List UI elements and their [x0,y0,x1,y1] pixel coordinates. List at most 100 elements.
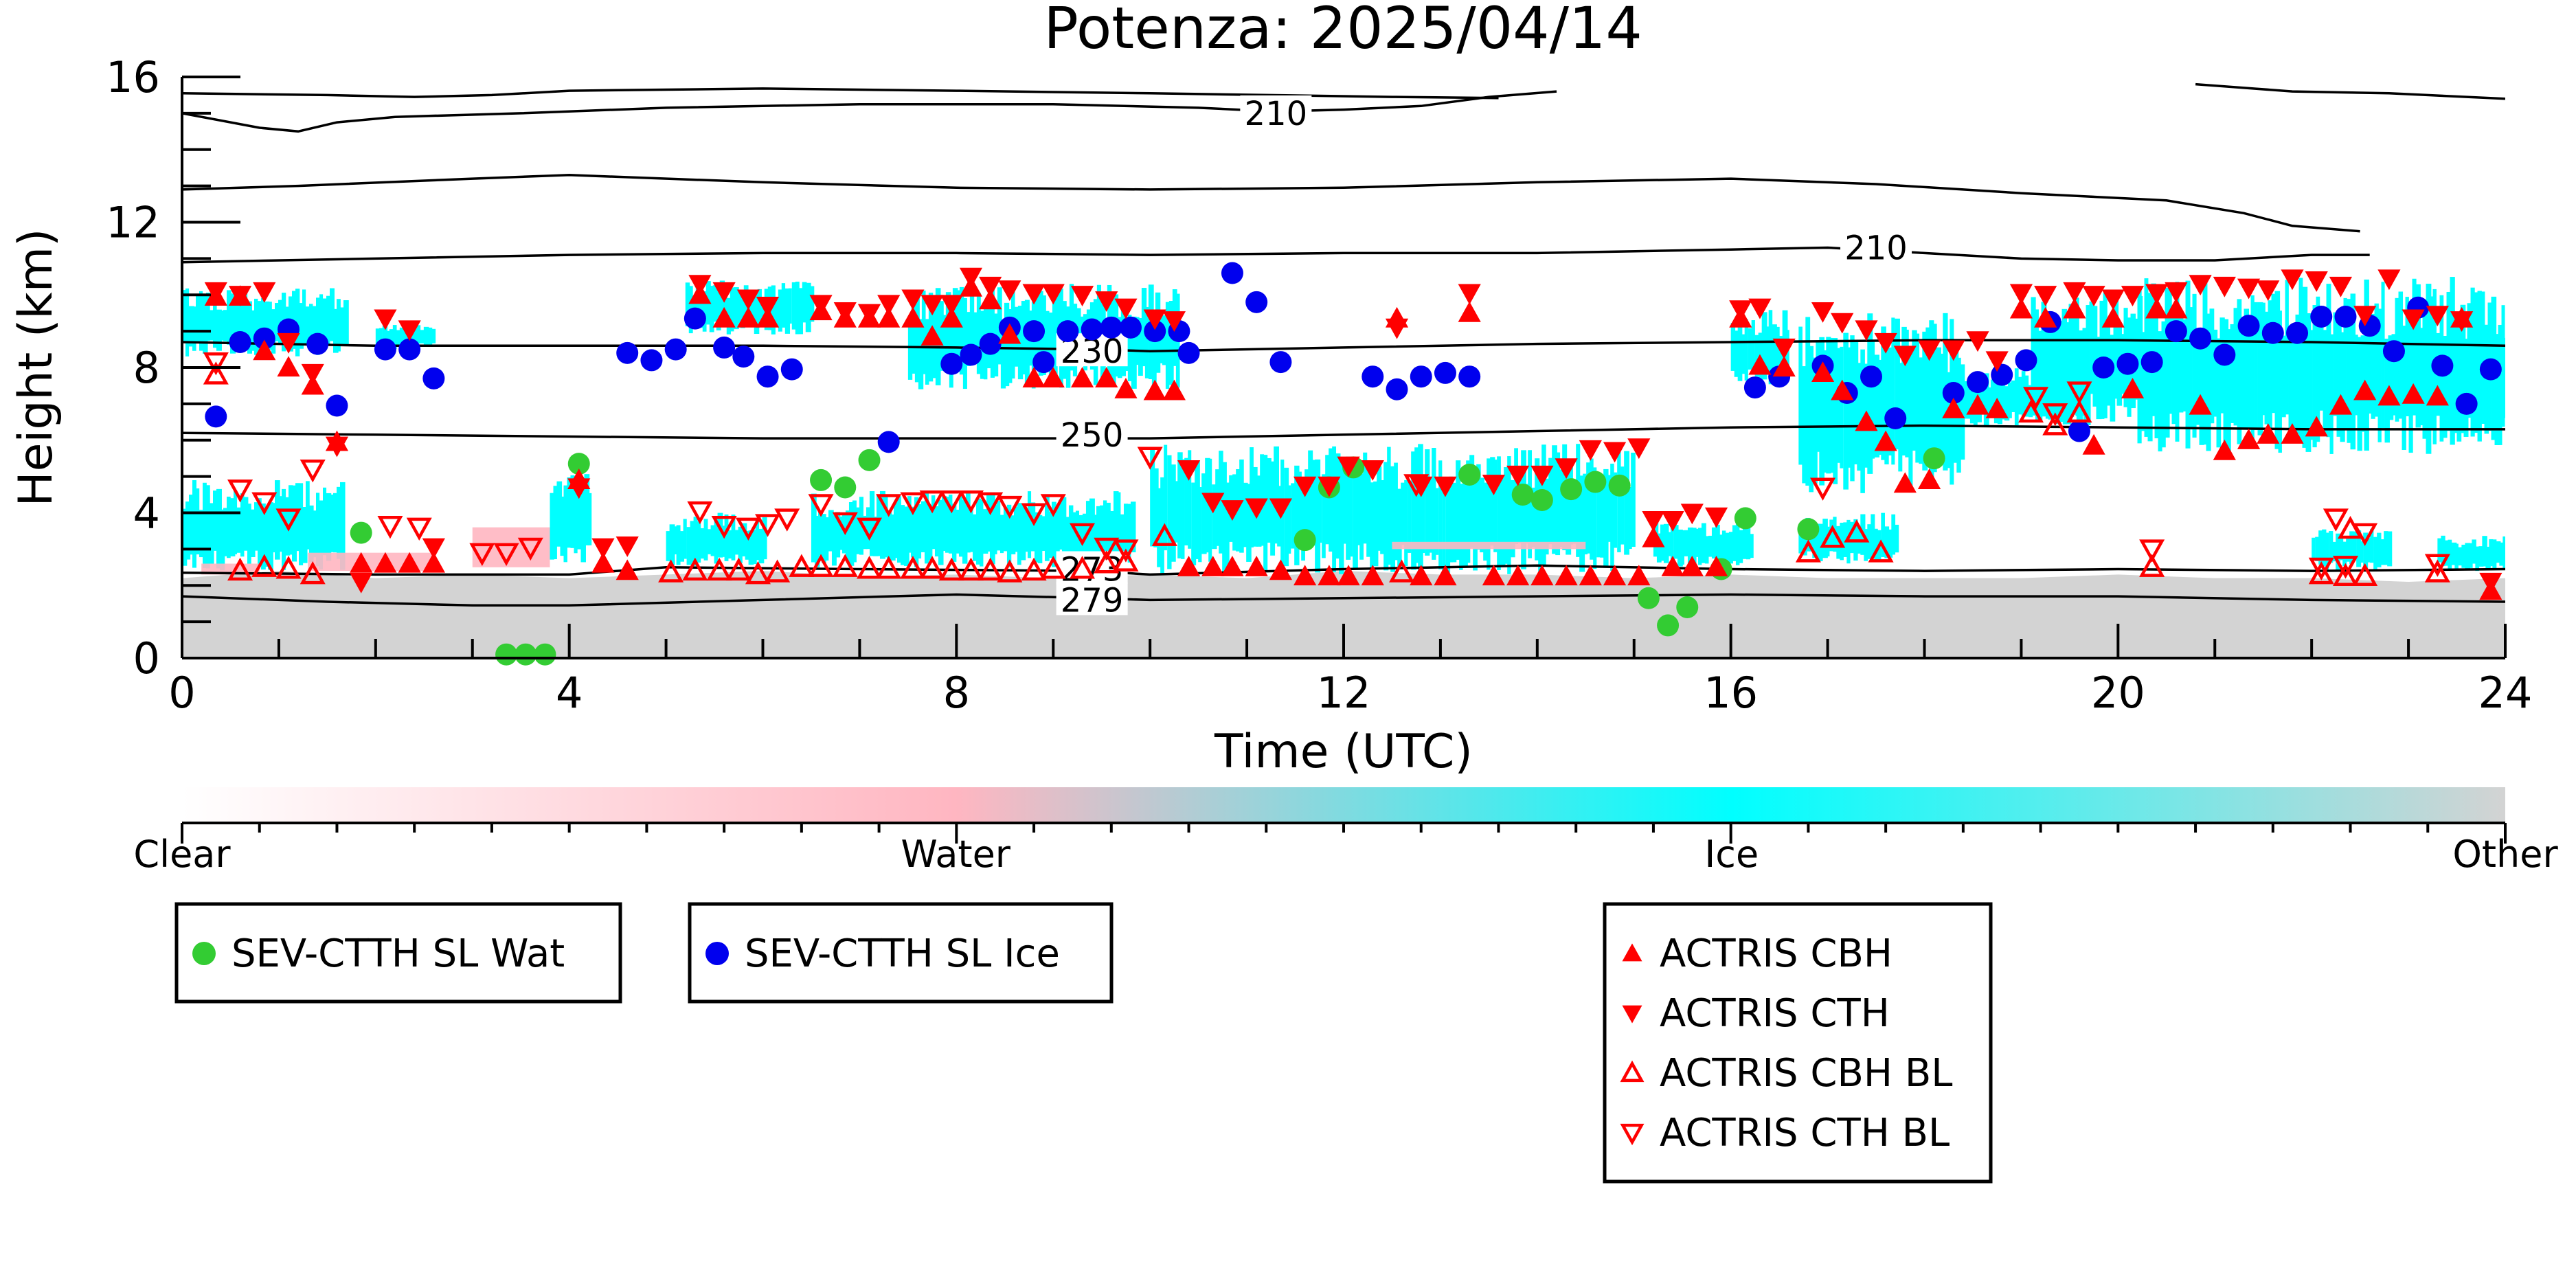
ice-column [1857,363,1862,471]
ice-column [2419,328,2424,426]
data-point [1831,379,1854,400]
data-point [1081,318,1103,341]
ice-column [838,516,844,550]
ice-column [2175,282,2180,442]
ice-column [938,301,944,371]
ice-column [724,514,729,561]
ice-column [302,289,306,345]
ice-column [811,493,817,563]
ice-column [399,327,405,348]
data-point [1627,438,1651,460]
data-point [1293,476,1317,497]
data-point [227,557,253,581]
ice-column [309,304,313,351]
ice-column [2044,318,2049,392]
data-point [2310,305,2333,328]
ice-column [1109,510,1115,556]
ice-column [1157,488,1161,567]
ice-column [2477,291,2482,442]
data-point [406,517,432,541]
colorbar-label: Ice [1704,833,1759,876]
data-point [1917,468,1941,490]
ice-column [955,509,961,554]
ice-column [1153,468,1159,547]
data-point [1040,556,1066,579]
ice-column [1048,511,1053,558]
data-point [398,320,421,341]
ice-column [1181,459,1185,559]
data-point [1100,316,1122,339]
ice-column [2278,310,2282,453]
ice-column [2096,337,2102,420]
ice-column [771,285,776,335]
ice-column [2209,308,2215,424]
ice-column [1438,460,1443,569]
ice-column [1004,302,1010,387]
ice-column [949,296,953,388]
x-tick-label: 24 [2478,668,2533,718]
data-point [2329,394,2353,415]
ice-column [973,312,978,363]
ice-column [2371,313,2375,419]
ice-column [1871,341,1875,459]
ice-column [1966,387,1971,419]
ice-column [1363,452,1368,544]
ice-column [2499,542,2504,566]
ice-column [254,502,258,551]
ice-column [1092,515,1097,567]
ice-column [1325,455,1329,545]
ice-column [1734,330,1739,377]
data-point [1772,338,1796,359]
data-point [229,330,251,353]
ice-column [1559,469,1564,547]
contour-label: 210 [1245,95,1308,133]
data-point [711,515,737,539]
ice-column [1329,448,1333,552]
ice-column [1332,446,1337,572]
ice-column [1274,446,1279,544]
data-point [2068,420,2090,442]
ice-column [1301,477,1305,561]
ice-column [1895,524,1899,553]
ice-column [1212,484,1217,550]
ice-column [261,297,265,353]
ice-column [917,504,922,559]
data-point [1041,367,1065,387]
data-point [1506,565,1530,586]
ice-column [389,329,394,348]
data-point [1555,458,1578,479]
ice-column [1205,457,1210,553]
ice-column [2086,305,2090,394]
ice-column [1342,459,1348,544]
ice-column [2271,293,2276,414]
ice-column [2441,535,2445,567]
ice-column [313,510,317,558]
marker-layer [203,262,2502,666]
ice-column [1366,464,1371,557]
ice-column [1435,488,1439,555]
ice-column [719,280,725,328]
ice-column [323,298,328,343]
ice-column [1483,482,1489,561]
ice-column [876,495,881,556]
ice-column [1730,323,1736,371]
ice-column [1701,523,1706,563]
y-tick-label: 12 [106,198,160,248]
data-point [2018,399,2044,423]
ice-column [2312,537,2316,561]
ice-column [1718,534,1724,567]
data-point [640,349,663,372]
ice-column [2426,284,2432,454]
data-point [1884,407,1907,430]
x-tick-label: 12 [1317,668,1371,718]
contour-label-bg [1840,229,1912,263]
data-point [398,552,421,573]
data-point [2332,556,2359,579]
ice-column [2318,530,2324,565]
data-point [1151,523,1177,546]
data-point [1119,316,1142,339]
ice-column [1785,330,1789,376]
legend-frame [174,902,622,1004]
ice-column [1006,504,1012,567]
x-tick-label: 8 [943,668,970,718]
